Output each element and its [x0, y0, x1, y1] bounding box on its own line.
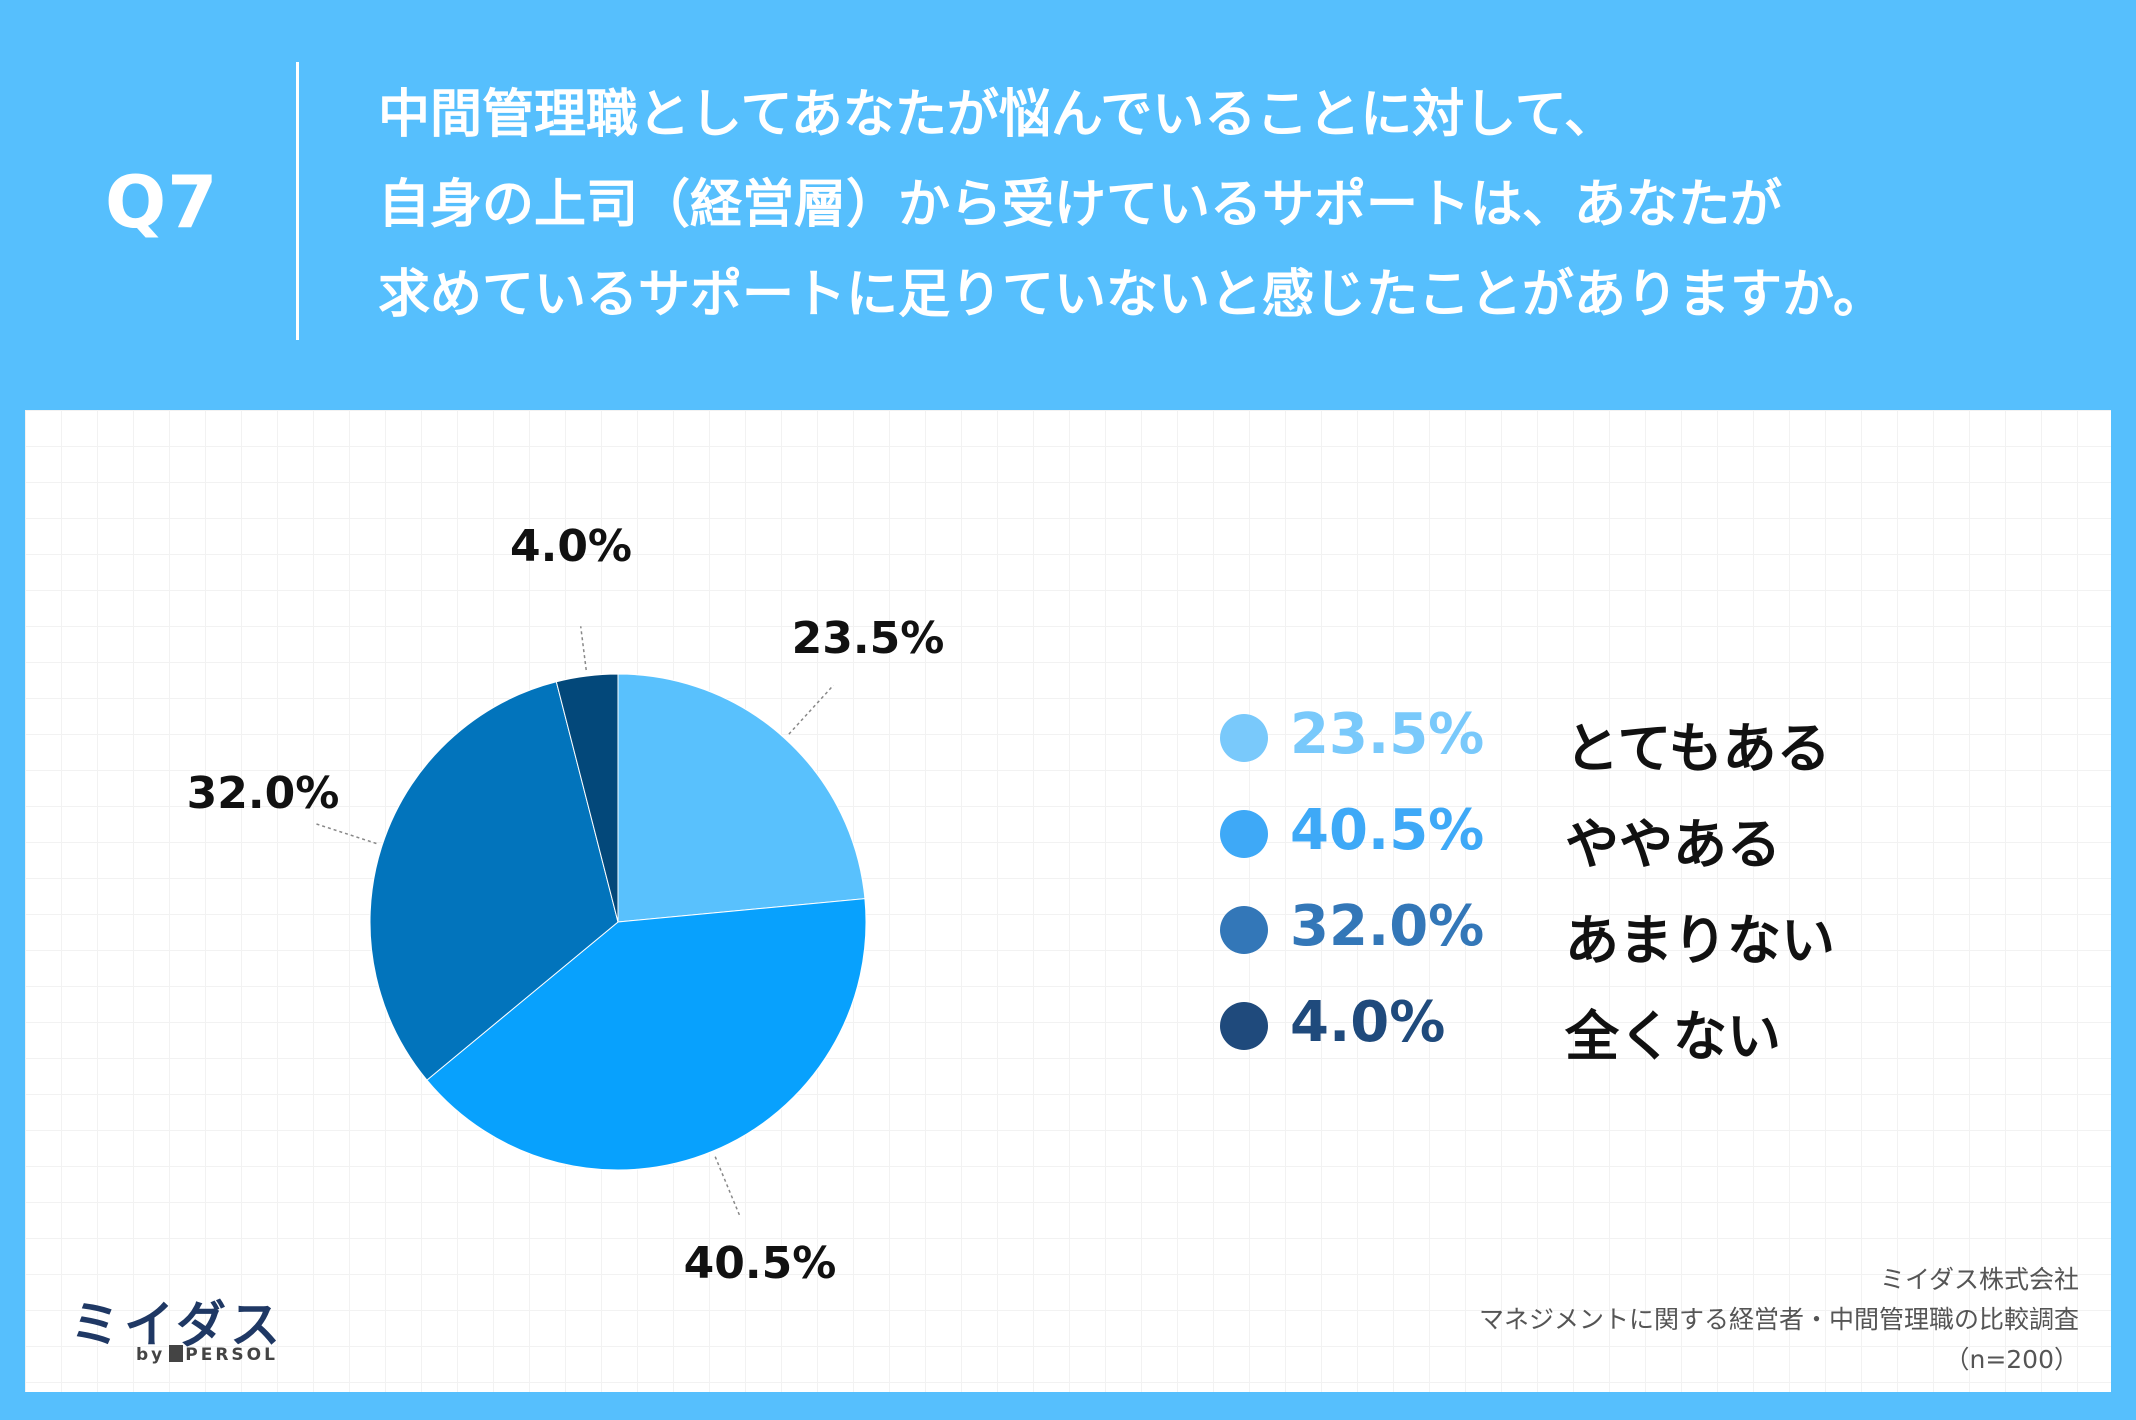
legend-label: 全くない — [1565, 1005, 1781, 1068]
logo-by: by — [136, 1345, 166, 1365]
legend-item-amari-nai: 32.0% あまりない — [1220, 882, 1920, 978]
pie-slice — [617, 673, 866, 923]
legend-percentage: 40.5% — [1290, 798, 1485, 863]
leader-line — [579, 626, 587, 671]
question-line-3: 求めているサポートに足りていないと感じたことがありますか。 — [378, 265, 1885, 325]
logo-wordmark: ミイダス — [70, 1296, 284, 1354]
chart-panel: 23.5% 40.5% 32.0% 4.0% 23.5% とてもある 40.5% やや… — [25, 410, 2111, 1392]
data-label: 40.5% — [684, 1238, 837, 1289]
legend-swatch — [1220, 1002, 1268, 1050]
legend-label: あまりない — [1565, 909, 1835, 972]
legend-swatch — [1220, 906, 1268, 954]
legend-label: とてもある — [1565, 717, 1831, 780]
source-survey: マネジメントに関する経営者・中間管理職の比較調査 — [1478, 1305, 2079, 1334]
source-company: ミイダス株式会社 — [1879, 1265, 2079, 1294]
leader-line — [313, 822, 377, 845]
source-sample: （n=200） — [1944, 1345, 2079, 1374]
legend-item-totemo-aru: 23.5% とてもある — [1220, 690, 1920, 786]
logo-brand: PERSOL — [185, 1345, 278, 1365]
legend-percentage: 23.5% — [1290, 702, 1485, 767]
legend: 23.5% とてもある 40.5% ややある 32.0% あまりない 4.0% … — [1220, 690, 1920, 1074]
data-label: 4.0% — [510, 521, 632, 572]
header-divider — [296, 62, 299, 340]
pie-chart: 23.5% 40.5% 32.0% 4.0% — [187, 521, 945, 1289]
legend-label: ややある — [1565, 813, 1781, 876]
question-line-2: 自身の上司（経営層）から受けているサポートは、あなたが — [378, 175, 1783, 235]
pie-slice — [369, 681, 619, 1081]
legend-item-mattaku-nai: 4.0% 全くない — [1220, 978, 1920, 1074]
data-label: 32.0% — [187, 768, 340, 819]
logo-byline: by PERSOL — [136, 1345, 278, 1365]
pie-slice — [555, 673, 619, 923]
question-number: Q7 — [105, 160, 219, 244]
legend-swatch — [1220, 714, 1268, 762]
question-line-1: 中間管理職としてあなたが悩んでいることに対して、 — [378, 85, 1617, 145]
source-note: ミイダス株式会社 マネジメントに関する経営者・中間管理職の比較調査 （n=200… — [1479, 1260, 2079, 1380]
legend-percentage: 4.0% — [1290, 990, 1446, 1055]
persol-mark-icon — [169, 1345, 184, 1362]
legend-swatch — [1220, 810, 1268, 858]
question-text: 中間管理職としてあなたが悩んでいることに対して、 自身の上司（経営層）から受けて… — [378, 70, 2098, 340]
miidas-logo: ミイダス by PERSOL — [70, 1285, 330, 1375]
legend-item-yaya-aru: 40.5% ややある — [1220, 786, 1920, 882]
leader-line — [714, 1156, 742, 1218]
legend-percentage: 32.0% — [1290, 894, 1485, 959]
header: Q7 中間管理職としてあなたが悩んでいることに対して、 自身の上司（経営層）から… — [0, 0, 2136, 410]
data-label: 23.5% — [792, 613, 945, 664]
pie-slice — [426, 898, 867, 1171]
leader-line — [788, 684, 834, 735]
